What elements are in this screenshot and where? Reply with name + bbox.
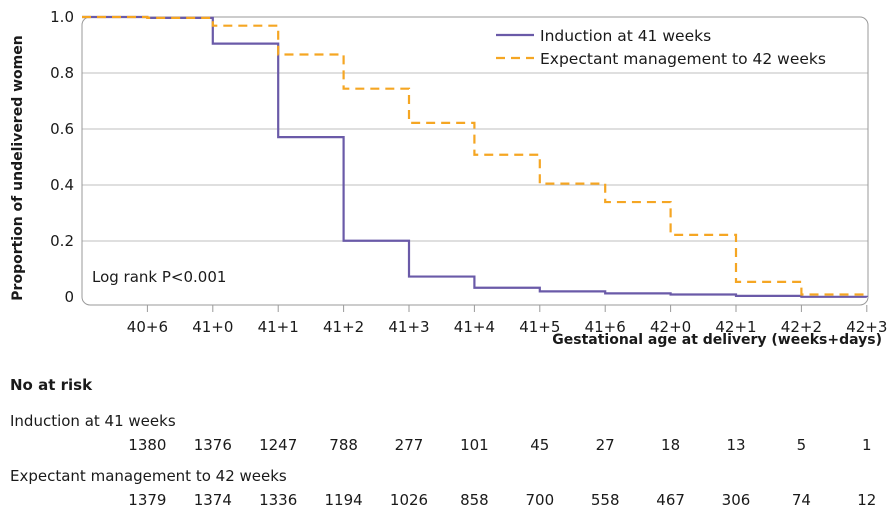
legend-label-expectant: Expectant management to 42 weeks <box>540 50 826 68</box>
risk-count: 306 <box>721 491 751 509</box>
log-rank-annotation: Log rank P<0.001 <box>92 268 226 286</box>
survival-chart: 0 0.2 0.4 0.6 0.8 1.0 40+6 41+0 41+1 41+2 41+3 41+… <box>10 8 887 348</box>
risk-count: 1194 <box>324 491 363 509</box>
risk-count: 1379 <box>128 491 167 509</box>
risk-count: 74 <box>791 491 811 509</box>
risk-count: 18 <box>661 436 681 454</box>
risk-row-name-induction: Induction at 41 weeks <box>10 412 176 430</box>
risk-count: 467 <box>656 491 685 509</box>
x-tick-label: 41+3 <box>388 318 429 336</box>
risk-count: 1336 <box>259 491 298 509</box>
x-axis-title: Gestational age at delivery (weeks+days) <box>552 332 882 348</box>
y-tick-label: 0.4 <box>50 176 74 194</box>
y-tick-label: 1.0 <box>50 8 74 26</box>
y-axis-title: Proportion of undelivered women <box>10 35 26 300</box>
risk-count: 1374 <box>193 491 232 509</box>
plot-frame <box>81 16 869 306</box>
series-line-induction <box>82 15 868 298</box>
y-tick-label: 0.8 <box>50 64 74 82</box>
y-tick-label: 0.6 <box>50 120 74 138</box>
series-line-expectant <box>82 15 868 297</box>
risk-count: 558 <box>590 491 620 509</box>
x-tick-label: 41+2 <box>323 318 364 336</box>
risk-count: 1 <box>862 436 872 454</box>
y-tick-label: 0.2 <box>50 232 74 250</box>
risk-count: 12 <box>857 491 877 509</box>
risk-count: 5 <box>796 436 807 454</box>
risk-count: 1376 <box>193 436 232 454</box>
x-tick-label: 40+6 <box>127 318 168 336</box>
y-tick-label: 0 <box>64 288 74 306</box>
x-tick-label: 41+4 <box>454 318 495 336</box>
x-tick-label: 41+6 <box>585 318 626 336</box>
risk-count: 858 <box>460 491 489 509</box>
x-tick-label: 42+3 <box>846 318 887 336</box>
x-tick-label: 41+5 <box>519 318 560 336</box>
x-tick-label: 41+1 <box>258 318 299 336</box>
risk-count: 1380 <box>128 436 167 454</box>
x-tick-label: 42+0 <box>650 318 691 336</box>
risk-count: 1247 <box>259 436 298 454</box>
x-tick-label: 42+1 <box>715 318 756 336</box>
risk-count: 788 <box>329 436 358 454</box>
risk-count: 13 <box>726 436 746 454</box>
series-lines <box>82 15 868 298</box>
risk-count: 101 <box>460 436 489 454</box>
risk-table-title: No at risk <box>10 376 93 394</box>
x-tick-label: 42+2 <box>781 318 822 336</box>
y-axis-ticks: 0 0.2 0.4 0.6 0.8 1.0 <box>50 8 74 306</box>
x-tick-label: 41+0 <box>192 318 233 336</box>
legend: Induction at 41 weeks Expectant manageme… <box>496 27 826 68</box>
risk-count: 27 <box>595 436 615 454</box>
risk-count: 45 <box>530 436 550 454</box>
x-axis-ticks: 40+6 41+0 41+1 41+2 41+3 41+4 41+5 41+6 42+0 42+1… <box>127 305 887 336</box>
grid-lines <box>82 72 868 242</box>
risk-count: 1026 <box>389 491 429 509</box>
risk-row-name-expectant: Expectant management to 42 weeks <box>10 467 287 485</box>
risk-count: 700 <box>525 491 555 509</box>
legend-label-induction: Induction at 41 weeks <box>540 27 711 45</box>
risk-count: 277 <box>394 436 424 454</box>
